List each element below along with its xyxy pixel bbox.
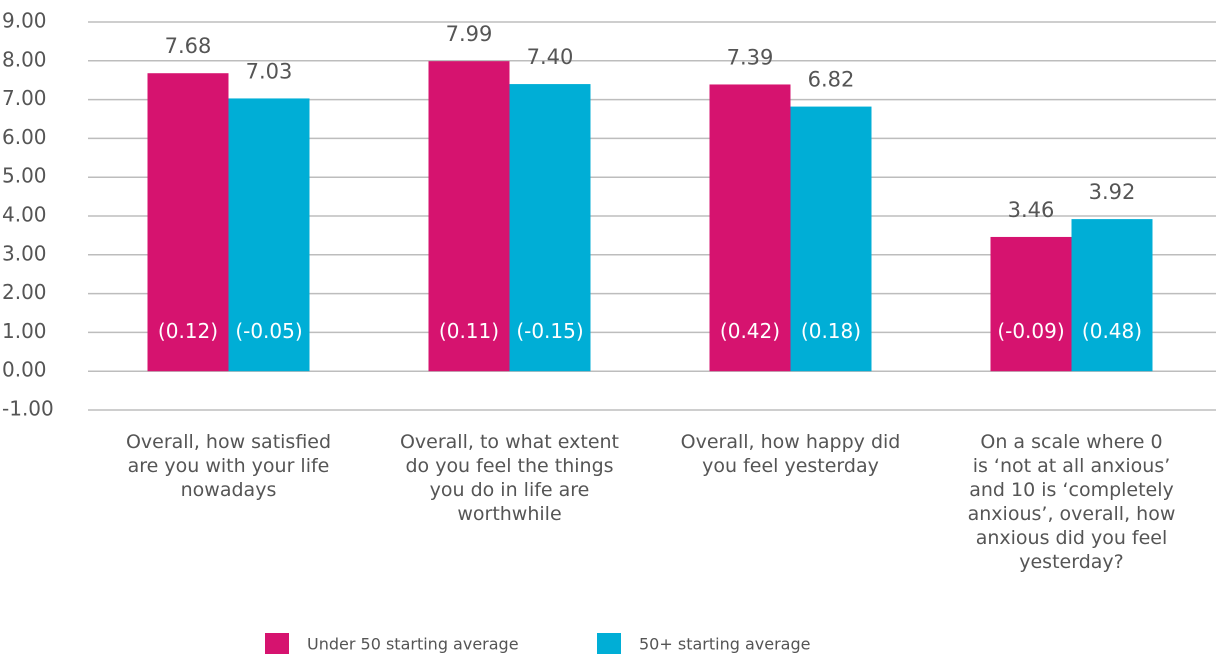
legend-label: 50+ starting average [639,635,810,654]
legend-swatch [597,633,621,654]
y-tick-label: 4.00 [2,203,47,227]
y-tick-label: 3.00 [2,241,47,265]
change-label: (0.42) [720,319,780,343]
change-label: (0.12) [158,319,218,343]
bar [709,84,791,372]
value-label: 7.99 [446,22,493,46]
bar [509,84,591,372]
x-tick-label: Overall, how satisfied are you with your … [126,431,331,501]
y-tick-label: 1.00 [2,319,47,343]
x-tick-label: Overall, how happy did you feel yesterday [681,431,901,477]
change-label: (0.48) [1082,319,1142,343]
change-label: (-0.15) [516,319,583,343]
value-label: 7.68 [165,34,212,58]
value-label: 3.46 [1008,198,1055,222]
value-label: 6.82 [808,68,855,92]
bar [1071,219,1153,372]
y-tick-label: 5.00 [2,164,47,188]
y-tick-label: 6.00 [2,125,47,149]
bar [790,106,872,372]
x-tick-label: On a scale where 0 is ‘not at all anxious… [968,431,1176,573]
value-label: 7.39 [727,45,774,69]
bar [990,236,1072,372]
change-label: (0.11) [439,319,499,343]
y-tick-label: 9.00 [2,9,47,33]
bar [428,61,510,372]
legend-swatch [265,633,289,654]
value-label: 7.03 [246,59,293,83]
change-label: (-0.05) [235,319,302,343]
y-tick-label: 7.00 [2,86,47,110]
bar [147,73,229,372]
legend-label: Under 50 starting average [307,635,519,654]
change-label: (0.18) [801,319,861,343]
y-tick-label: 0.00 [2,358,47,382]
bar [228,98,310,372]
y-tick-label: -1.00 [2,397,54,421]
value-label: 7.40 [527,45,574,69]
y-tick-label: 2.00 [2,280,47,304]
y-tick-label: 8.00 [2,47,47,71]
change-label: (-0.09) [997,319,1064,343]
value-label: 3.92 [1089,180,1136,204]
x-tick-label: Overall, to what extent do you feel the t… [400,431,619,525]
